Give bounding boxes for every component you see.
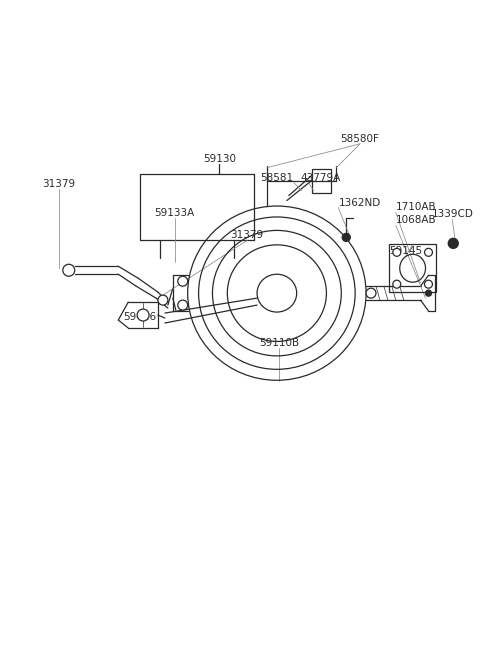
Text: 31379: 31379 — [42, 179, 75, 189]
Text: 1710AB: 1710AB — [396, 202, 436, 212]
Bar — [312, 169, 331, 193]
Circle shape — [393, 248, 401, 256]
Circle shape — [366, 288, 376, 298]
Circle shape — [425, 290, 432, 296]
Circle shape — [158, 295, 168, 305]
Circle shape — [393, 280, 401, 288]
Circle shape — [424, 280, 432, 288]
Text: 1339CD: 1339CD — [432, 210, 473, 219]
Text: 1068AB: 1068AB — [396, 215, 436, 225]
Text: 58581: 58581 — [261, 173, 294, 183]
Circle shape — [342, 233, 350, 241]
Bar — [389, 244, 436, 292]
Text: 59145: 59145 — [389, 246, 422, 256]
Text: 1362ND: 1362ND — [338, 198, 381, 208]
Text: 31379: 31379 — [230, 231, 264, 240]
Text: 59426: 59426 — [123, 312, 156, 322]
Circle shape — [424, 248, 432, 256]
Circle shape — [137, 309, 149, 321]
Circle shape — [448, 238, 458, 248]
Circle shape — [178, 276, 188, 286]
Text: 59130: 59130 — [203, 154, 236, 164]
Text: 58580F: 58580F — [341, 134, 380, 144]
Circle shape — [178, 300, 188, 310]
Circle shape — [63, 264, 75, 276]
Text: 43779A: 43779A — [300, 173, 341, 183]
Text: 59110B: 59110B — [259, 338, 299, 348]
Text: 59133A: 59133A — [155, 208, 195, 219]
